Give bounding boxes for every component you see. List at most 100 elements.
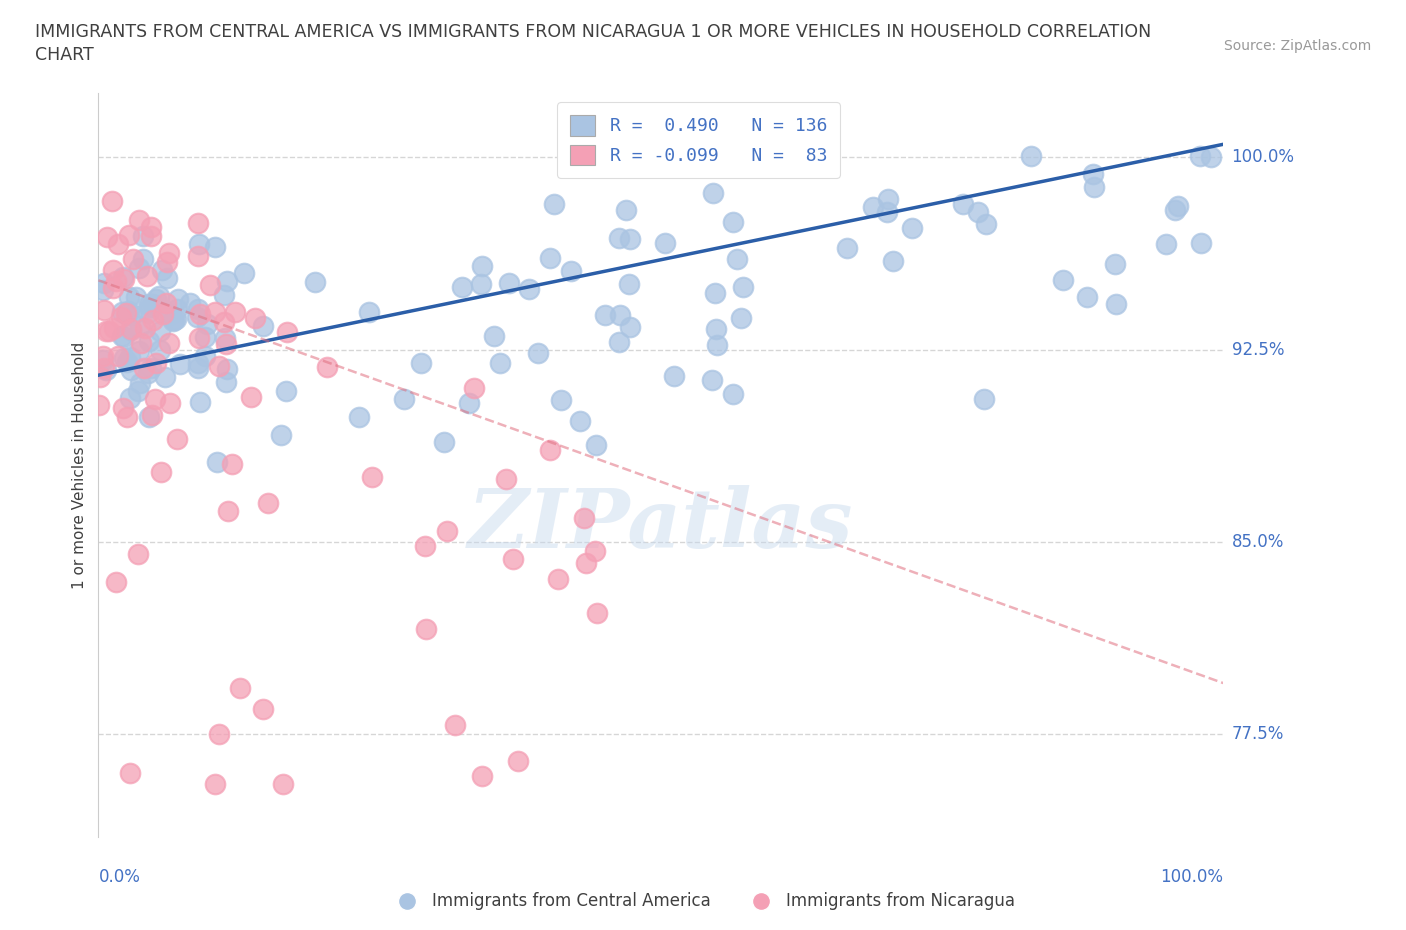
Point	[585, 438, 607, 453]
Point	[93, 275, 115, 290]
Point	[409, 355, 432, 370]
Point	[583, 543, 606, 558]
Point	[471, 769, 494, 784]
Point	[111, 328, 134, 343]
Point	[1083, 179, 1105, 194]
Point	[162, 313, 184, 328]
Text: ZIPatlas: ZIPatlas	[468, 485, 853, 565]
Point	[91, 349, 114, 364]
Point	[194, 348, 217, 363]
Point	[1167, 198, 1189, 213]
Point	[877, 192, 900, 206]
Point	[304, 275, 326, 290]
Text: 100.0%: 100.0%	[1160, 868, 1223, 885]
Legend: R =  0.490   N = 136, R = -0.099   N =  83: R = 0.490 N = 136, R = -0.099 N = 83	[557, 102, 839, 178]
Point	[159, 396, 181, 411]
Point	[1164, 203, 1187, 218]
Point	[93, 352, 115, 367]
Point	[1105, 297, 1128, 312]
Point	[121, 308, 143, 323]
Point	[93, 361, 115, 376]
Point	[538, 250, 561, 265]
Point	[1189, 236, 1212, 251]
Point	[214, 315, 236, 330]
Point	[543, 197, 565, 212]
Point	[165, 312, 187, 327]
Point	[115, 355, 138, 370]
Point	[149, 343, 172, 358]
Point	[153, 369, 176, 384]
Point	[129, 335, 152, 350]
Point	[619, 320, 641, 335]
Point	[519, 281, 541, 296]
Point	[120, 765, 142, 780]
Point	[731, 280, 754, 295]
Point	[118, 289, 141, 304]
Point	[1052, 272, 1074, 287]
Point	[110, 310, 132, 325]
Point	[204, 304, 226, 319]
Point	[654, 235, 676, 250]
Text: Source: ZipAtlas.com: Source: ZipAtlas.com	[1223, 39, 1371, 53]
Point	[315, 359, 337, 374]
Point	[127, 547, 149, 562]
Point	[195, 316, 218, 331]
Point	[101, 193, 124, 208]
Point	[129, 375, 152, 390]
Point	[159, 307, 181, 322]
Point	[96, 229, 118, 244]
Point	[458, 395, 481, 410]
Point	[876, 205, 898, 219]
Point	[156, 255, 179, 270]
Point	[575, 555, 598, 570]
Point	[141, 407, 163, 422]
Point	[205, 454, 228, 469]
Point	[112, 272, 135, 286]
Point	[152, 307, 174, 322]
Text: 92.5%: 92.5%	[1232, 340, 1284, 359]
Point	[107, 349, 129, 364]
Point	[179, 296, 201, 311]
Point	[129, 318, 152, 333]
Point	[1188, 149, 1211, 164]
Point	[1081, 166, 1104, 181]
Point	[436, 524, 458, 538]
Point	[433, 434, 456, 449]
Point	[271, 777, 294, 791]
Point	[593, 308, 616, 323]
Point	[204, 777, 226, 791]
Point	[502, 552, 524, 567]
Point	[217, 361, 239, 376]
Point	[98, 324, 121, 339]
Point	[93, 283, 115, 298]
Point	[163, 312, 186, 327]
Point	[112, 329, 135, 344]
Point	[134, 320, 156, 335]
Point	[115, 409, 138, 424]
Point	[392, 392, 415, 406]
Point	[243, 311, 266, 325]
Point	[1104, 257, 1126, 272]
Point	[569, 413, 592, 428]
Point	[361, 470, 384, 485]
Point	[142, 312, 165, 327]
Point	[138, 297, 160, 312]
Point	[187, 302, 209, 317]
Point	[105, 575, 128, 590]
Point	[120, 323, 142, 338]
Point	[111, 400, 134, 415]
Point	[274, 383, 297, 398]
Point	[187, 216, 209, 231]
Point	[141, 219, 163, 234]
Point	[725, 252, 748, 267]
Point	[730, 311, 752, 325]
Point	[609, 307, 631, 322]
Point	[252, 701, 274, 716]
Point	[702, 373, 724, 388]
Point	[862, 199, 884, 214]
Point	[214, 330, 236, 345]
Point	[276, 326, 298, 340]
Point	[349, 410, 371, 425]
Point	[120, 363, 142, 378]
Point	[138, 333, 160, 348]
